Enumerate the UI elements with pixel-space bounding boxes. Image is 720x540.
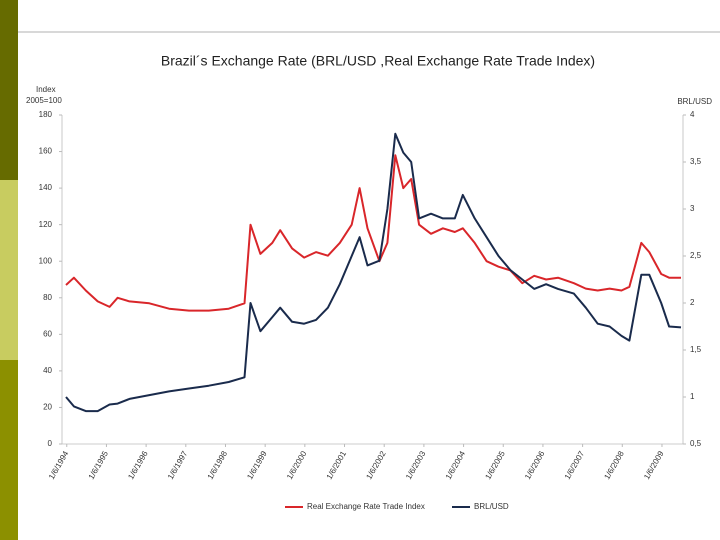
x-tick-label: 1/6/2007 [563, 449, 587, 481]
x-tick-label: 1/6/2001 [325, 449, 349, 481]
series-line [65, 154, 681, 312]
y-tick-label: 160 [39, 147, 53, 156]
x-tick-label: 1/6/1996 [126, 449, 150, 481]
sidebar-middle [0, 180, 18, 360]
y-tick-label: 60 [43, 329, 52, 338]
x-tick-label: 1/6/1995 [87, 449, 111, 481]
x-tick-label: 1/6/2006 [523, 449, 547, 481]
y-tick-label: 100 [39, 256, 53, 265]
x-tick-label: 1/6/2005 [483, 449, 507, 481]
y-tick-label: 80 [43, 293, 52, 302]
y2-tick-label: 1 [690, 392, 695, 401]
x-tick-label: 1/6/2009 [642, 449, 666, 481]
legend-label: Real Exchange Rate Trade Index [307, 502, 425, 511]
sidebar-bottom [0, 360, 18, 540]
x-tick-label: 1/6/2008 [602, 449, 626, 481]
y-tick-label: 40 [43, 366, 52, 375]
y2-axis-label: BRL/USD [677, 97, 712, 106]
y2-tick-label: 0,5 [690, 439, 702, 448]
legend-label: BRL/USD [474, 502, 509, 511]
chart-title: Brazil´s Exchange Rate (BRL/USD ,Real Ex… [161, 53, 595, 69]
series-line [65, 132, 682, 413]
x-tick-label: 1/6/1999 [245, 449, 269, 481]
y2-tick-label: 3,5 [690, 157, 702, 166]
x-tick-label: 1/6/1998 [206, 449, 230, 481]
x-tick-label: 1/6/2003 [404, 449, 428, 481]
y2-tick-label: 3 [690, 204, 695, 213]
y-tick-label: 120 [39, 220, 53, 229]
x-tick-label: 1/6/2004 [444, 449, 468, 481]
y-axis-label: Index [36, 85, 56, 94]
x-tick-label: 1/6/1997 [166, 449, 190, 481]
y-tick-label: 140 [39, 183, 53, 192]
y2-tick-label: 2 [690, 298, 695, 307]
y-tick-label: 0 [48, 439, 53, 448]
y-axis-label: 2005=100 [26, 96, 62, 105]
sidebar-top [0, 0, 18, 180]
x-tick-label: 1/6/2000 [285, 449, 309, 481]
x-tick-label: 1/6/2002 [364, 449, 388, 481]
x-tick-label: 1/6/1994 [47, 449, 71, 481]
y2-tick-label: 2,5 [690, 251, 702, 260]
y-tick-label: 180 [39, 110, 53, 119]
y2-tick-label: 1,5 [690, 345, 702, 354]
y2-tick-label: 4 [690, 110, 695, 119]
y-tick-label: 20 [43, 403, 52, 412]
